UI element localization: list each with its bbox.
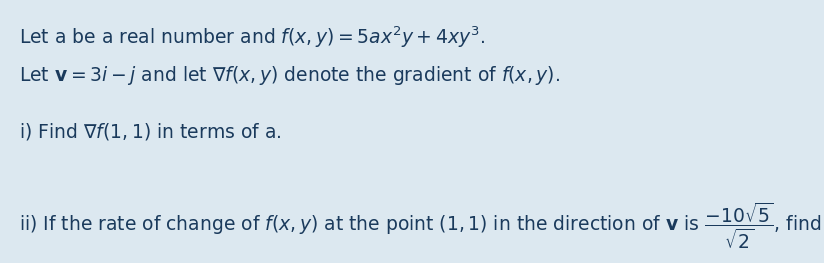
Text: i) Find $\nabla f(1, 1)$ in terms of a.: i) Find $\nabla f(1, 1)$ in terms of a. bbox=[20, 121, 282, 142]
Text: ii) If the rate of change of $f(x, y)$ at the point $(1, 1)$ in the direction of: ii) If the rate of change of $f(x, y)$ a… bbox=[20, 201, 824, 251]
Text: Let a be a real number and $f(x, y) = 5ax^2y + 4xy^3$.: Let a be a real number and $f(x, y) = 5a… bbox=[20, 24, 485, 50]
Text: Let $\mathbf{v} = 3i - j$ and let $\nabla f(x, y)$ denote the gradient of $f(x, : Let $\mathbf{v} = 3i - j$ and let $\nabl… bbox=[20, 64, 560, 87]
